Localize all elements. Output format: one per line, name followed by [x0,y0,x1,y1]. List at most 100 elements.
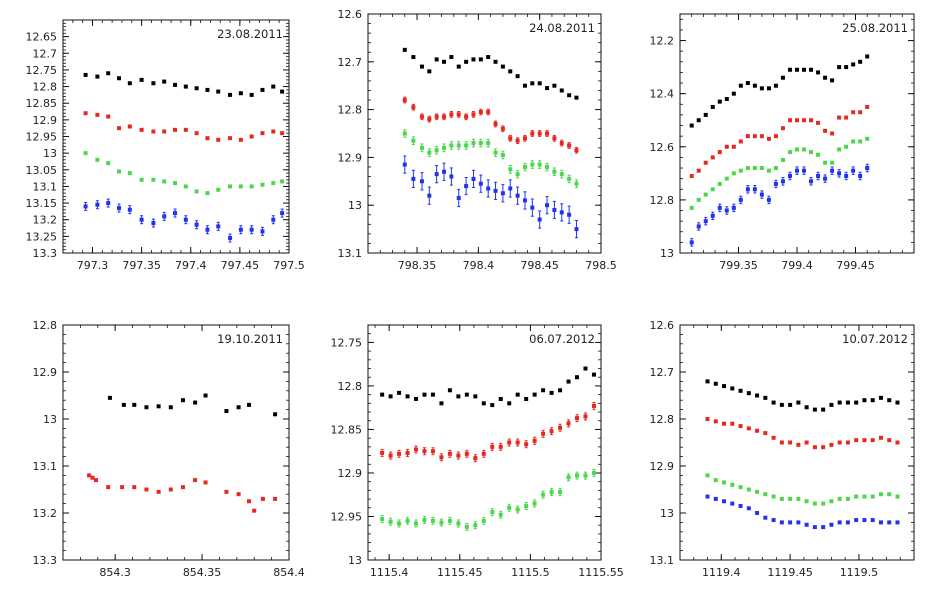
data-point [224,489,229,494]
data-point [837,65,842,70]
data-point [493,150,498,155]
data-point [471,112,476,117]
x-tick-label: 798.35 [398,259,437,272]
y-tick-label: 12.7 [650,366,675,379]
data-point [780,126,785,131]
data-point [787,67,792,72]
data-point [434,172,439,177]
data-point [830,168,835,173]
data-point [738,83,743,88]
data-point [759,86,764,91]
data-point [144,487,149,492]
data-point [498,512,503,517]
data-point [430,518,435,523]
data-point [763,431,768,436]
y-tick-label: 12.85 [331,423,363,436]
data-point [858,59,863,64]
data-point [449,112,454,117]
series-red [705,417,900,450]
data-point [414,396,419,401]
data-point [430,449,435,454]
data-point [252,508,257,513]
data-point [449,143,454,148]
data-point [703,112,708,117]
data-point [696,197,701,202]
data-point [862,518,867,523]
data-point [205,136,210,141]
y-tick-label: 12.85 [26,97,58,110]
data-point [524,442,529,447]
data-point [434,114,439,119]
data-point [427,69,432,74]
data-point [779,440,784,445]
x-tick-label: 797.4 [175,259,207,272]
data-point [780,158,785,163]
y-tick-label: 13.3 [33,554,58,567]
data-point [558,388,563,393]
data-point [771,435,776,440]
series-green [83,151,285,196]
data-point [442,169,447,174]
data-point [456,196,461,201]
y-tick-label: 12.75 [331,336,363,349]
data-point [490,510,495,515]
data-point [559,141,564,146]
data-point [380,517,385,522]
data-point [478,57,483,62]
data-point [490,444,495,449]
x-tick-label: 1119.4 [702,566,741,579]
data-point [120,485,125,490]
data-point [498,396,503,401]
data-point [854,438,859,443]
data-point [724,208,729,213]
data-point [132,402,137,407]
data-point [696,118,701,123]
data-point [388,453,393,458]
data-point [271,129,276,134]
data-point [537,131,542,136]
data-point [83,72,88,77]
data-point [738,424,743,429]
y-tick-label: 13 [348,554,362,567]
data-point [508,167,513,172]
data-point [419,114,424,119]
data-point [567,212,572,217]
data-point [558,425,563,430]
y-tick-label: 12.8 [33,319,58,332]
data-point [738,485,743,490]
data-point [439,401,444,406]
data-point [755,489,760,494]
data-point [696,224,701,229]
data-point [280,179,285,184]
x-tick-label: 797.5 [273,259,305,272]
data-point [795,118,799,123]
data-point [559,172,564,177]
data-point [705,494,710,499]
data-point [804,405,809,410]
data-point [696,168,701,173]
data-point [532,501,537,506]
y-tick-label: 12.8 [650,413,675,426]
series-black [83,71,285,97]
data-point [449,174,454,179]
data-point [193,400,198,405]
x-tick-label: 1115.5 [511,566,550,579]
y-tick-label: 12.9 [338,467,363,480]
data-point [787,173,792,178]
panel-date-label: 10.07.2012 [842,332,908,346]
data-point [447,518,452,523]
data-point [442,59,447,64]
data-point [405,394,410,399]
data-point [773,166,778,171]
y-tick-label: 12.8 [650,194,675,207]
data-point [703,192,708,197]
data-point [566,379,571,384]
data-point [816,120,821,125]
data-point [537,217,542,222]
data-point [471,141,476,146]
panel-6: 1119.4 1119.45 1119.5 12.6 12.7 12.8 12.9 13 13.… [650,319,915,579]
data-point [247,499,252,504]
y-tick-label: 13.3 [33,247,58,260]
panel-2: 798.35 798.4 798.45 798.5 12.6 12.7 12.8 12.9 13… [338,8,617,272]
data-point [180,398,185,403]
